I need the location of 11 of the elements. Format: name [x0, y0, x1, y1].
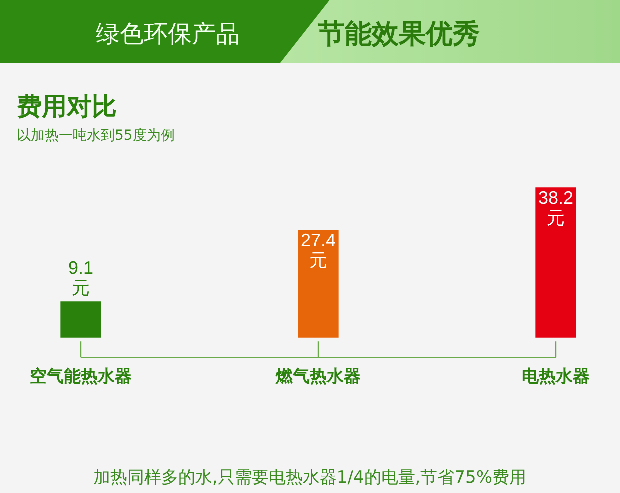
data-label: 27.4元	[300, 230, 336, 270]
text: 绿色环保产品	[96, 19, 240, 50]
data-label: 38.2元	[538, 188, 574, 228]
x-tick-label: 空气能热水器	[30, 367, 132, 388]
text: 节能效果优秀	[318, 18, 480, 52]
x-tick-label: 电热水器	[522, 367, 590, 388]
chart-title: 费用对比	[17, 91, 117, 123]
x-tick-label: 燃气热水器	[275, 367, 361, 388]
chart-subtitle: 以加热一吨水到55度为例	[17, 127, 175, 145]
text: 加热同样多的水,只需要电热水器1/4的电量,节省75%费用	[92, 467, 528, 489]
data-label: 9.1元	[68, 258, 94, 298]
